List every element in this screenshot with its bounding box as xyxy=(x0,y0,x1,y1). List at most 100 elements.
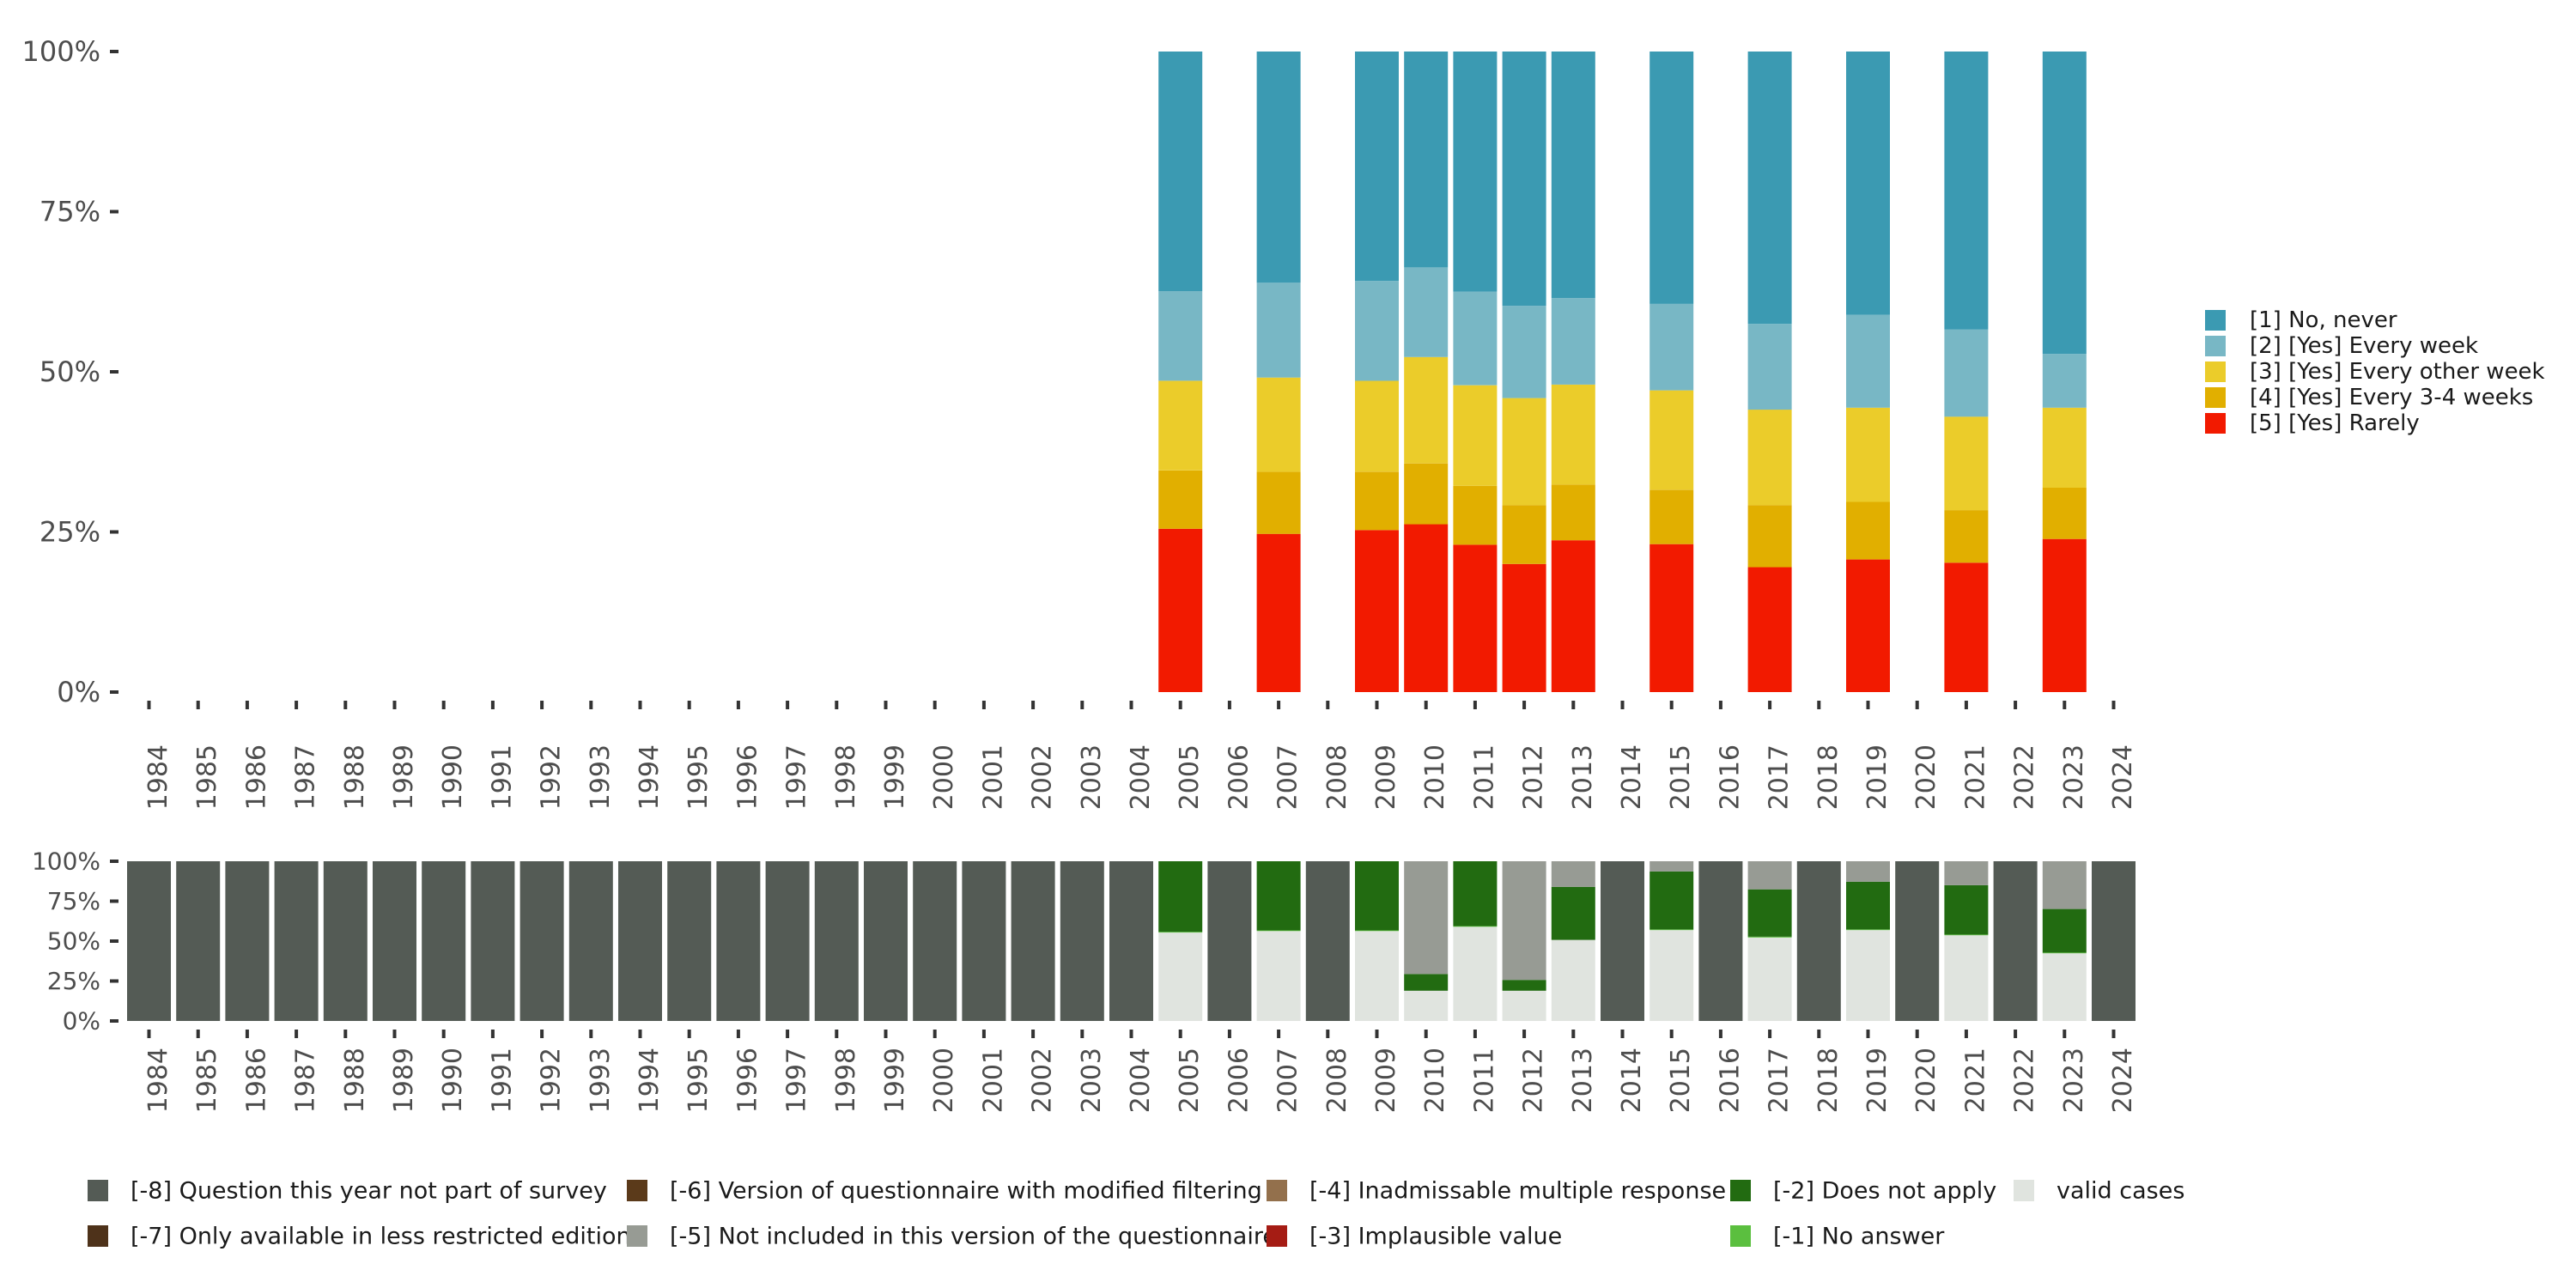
bar-segment xyxy=(127,861,171,1021)
x-tick-label: 1990 xyxy=(438,1048,468,1113)
bar-segment xyxy=(1846,501,1890,560)
bar-segment xyxy=(1649,303,1694,391)
x-tick-label: 1989 xyxy=(389,1048,419,1113)
legend-label: [-5] Not included in this version of the… xyxy=(670,1224,1277,1250)
x-tick-label: 1988 xyxy=(340,1048,370,1113)
bar-segment xyxy=(2042,953,2087,1021)
x-tick-label: 2011 xyxy=(1469,1048,1499,1113)
x-tick-label: 1984 xyxy=(143,1048,173,1113)
legend-label: [1] No, never xyxy=(2250,307,2397,333)
bar-segment xyxy=(1355,530,1399,692)
bar-segment xyxy=(1551,52,1595,299)
bar-segment xyxy=(1453,861,1498,927)
x-tick-label: 2017 xyxy=(1765,1048,1795,1113)
bar-segment xyxy=(1158,932,1203,933)
bar-segment xyxy=(1109,861,1153,1021)
bar-segment xyxy=(568,861,613,1021)
bar-segment xyxy=(1502,563,1546,692)
bar-segment xyxy=(1355,52,1399,282)
x-tick-label: 1995 xyxy=(683,1048,714,1113)
bar-segment xyxy=(2042,488,2087,539)
x-tick-label: 1993 xyxy=(586,744,616,810)
bar-segment xyxy=(1796,861,1841,1021)
x-tick-label: 1997 xyxy=(782,1048,812,1113)
x-tick-label: 2005 xyxy=(1175,744,1205,810)
x-tick-label: 2015 xyxy=(1666,744,1696,810)
x-tick-label: 2006 xyxy=(1224,744,1254,810)
legend-label: [-3] Implausible value xyxy=(1309,1224,1562,1250)
lower-x-axis: 1984 1985 1986 1987 1988 1989 1990 1991 1992 1993… xyxy=(143,1030,2138,1113)
bar-segment xyxy=(373,861,416,1021)
legend-swatch xyxy=(2205,336,2226,356)
bar-segment xyxy=(1404,974,1449,991)
bar-segment xyxy=(1649,390,1694,490)
x-tick-label: 2002 xyxy=(1028,744,1058,810)
bar-segment xyxy=(1158,933,1203,1021)
bar-segment xyxy=(1404,990,1449,1021)
lower-chart: 0% 25% 50% 75% 100% 1984 1985 1986 1987 1988 1989… xyxy=(32,848,2184,1250)
bar-segment xyxy=(1747,324,1792,410)
legend-swatch xyxy=(1267,1225,1287,1247)
x-tick-label: 1990 xyxy=(438,744,468,810)
x-tick-label: 2004 xyxy=(1126,1048,1156,1113)
bar-segment xyxy=(1158,528,1203,692)
bar-segment xyxy=(274,861,319,1021)
bar-segment xyxy=(1404,524,1449,692)
bar-segment xyxy=(1404,356,1449,464)
legend-swatch xyxy=(1730,1225,1751,1247)
bar-segment xyxy=(1944,934,1989,936)
x-tick-label: 2017 xyxy=(1765,744,1795,810)
bar-segment xyxy=(1404,463,1449,525)
x-tick-label: 2010 xyxy=(1420,1048,1450,1113)
x-tick-label: 2013 xyxy=(1568,1048,1598,1113)
bar-segment xyxy=(1551,384,1595,485)
legend-label: [-6] Version of questionnaire with modif… xyxy=(670,1178,1262,1205)
x-tick-label: 2022 xyxy=(2010,1048,2040,1113)
bar-segment xyxy=(1502,861,1546,981)
x-tick-label: 1997 xyxy=(782,744,812,810)
bar-segment xyxy=(1404,861,1449,975)
x-tick-label: 2019 xyxy=(1862,1048,1893,1113)
x-tick-label: 2015 xyxy=(1666,1048,1696,1113)
bar-segment xyxy=(1747,410,1792,506)
bar-segment xyxy=(765,861,810,1021)
bar-segment xyxy=(2042,861,2087,909)
bar-segment xyxy=(1649,930,1694,1021)
bar-segment xyxy=(1846,407,1890,502)
x-tick-label: 2006 xyxy=(1224,1048,1254,1113)
bar-segment xyxy=(1895,861,1940,1021)
bar-segment xyxy=(1747,889,1792,937)
x-tick-label: 2000 xyxy=(929,1048,959,1113)
bar-segment xyxy=(1158,470,1203,529)
bar-segment xyxy=(1846,930,1890,1021)
bar-segment xyxy=(323,861,368,1021)
bar-segment xyxy=(1944,329,1989,417)
bar-segment xyxy=(1502,980,1546,991)
bar-segment xyxy=(1551,861,1595,887)
legend-swatch xyxy=(88,1225,108,1247)
bar-segment xyxy=(1747,937,1792,1021)
bar-segment xyxy=(1158,52,1203,291)
bar-segment xyxy=(1404,52,1449,268)
legend-swatch xyxy=(2205,361,2226,382)
legend-swatch xyxy=(2205,387,2226,408)
legend-label: valid cases xyxy=(2057,1178,2184,1205)
bar-segment xyxy=(2042,952,2087,954)
x-tick-label: 1993 xyxy=(586,1048,616,1113)
bar-segment xyxy=(2042,52,2087,355)
x-tick-label: 1996 xyxy=(732,1048,762,1113)
bar-segment xyxy=(667,861,712,1021)
legend-swatch xyxy=(1267,1180,1287,1201)
x-tick-label: 1986 xyxy=(241,1048,271,1113)
x-tick-label: 2012 xyxy=(1519,744,1549,810)
bar-segment xyxy=(1256,52,1301,283)
x-tick-label: 2003 xyxy=(1077,1048,1107,1113)
x-tick-label: 2024 xyxy=(2108,744,2138,810)
x-tick-label: 1998 xyxy=(831,1048,861,1113)
x-tick-label: 1991 xyxy=(487,1048,517,1113)
legend-label: [-8] Question this year not part of surv… xyxy=(131,1178,607,1205)
x-tick-label: 2008 xyxy=(1322,744,1352,810)
x-tick-label: 2007 xyxy=(1273,1048,1303,1113)
legend-label: [-4] Inadmissable multiple response xyxy=(1309,1178,1726,1205)
bar-segment xyxy=(1158,380,1203,471)
